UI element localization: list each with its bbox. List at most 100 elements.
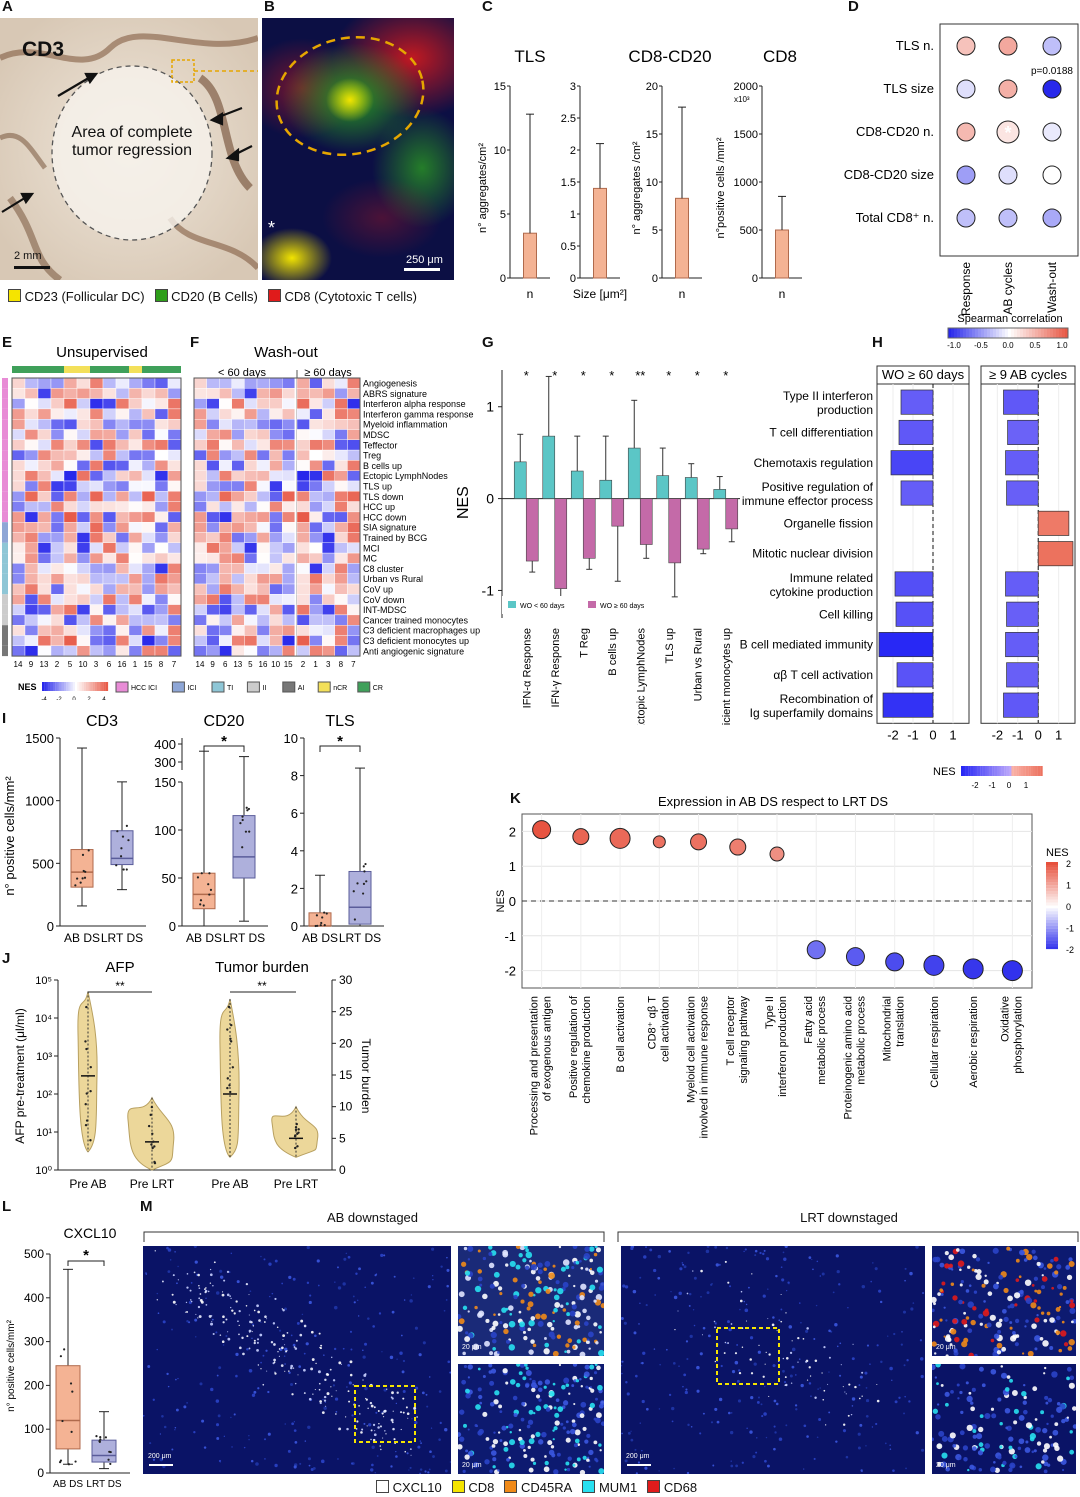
cell-dot [176,1282,178,1285]
cell-dot [940,1383,944,1387]
heatmap-cell [154,511,169,523]
cell-dot [686,1471,690,1474]
cell-dot [584,1246,590,1252]
heatmap-cell [63,429,78,441]
d-colorbar-cell [960,328,964,338]
cell-dot [689,1292,692,1296]
cell-dot [1034,1335,1041,1342]
cell-dot [595,1341,599,1345]
cell-dot [189,1299,192,1301]
heatmap-cell [282,521,296,533]
cell-dot [245,1304,248,1307]
cell-dot [161,1414,164,1418]
cell-dot [528,1409,534,1415]
j-tick-right-label: 5 [339,1131,346,1145]
heatmap-cell [282,491,296,502]
cell-dot [432,1278,434,1281]
cell-dot [528,1438,535,1445]
d-colorbar-cell [954,328,958,338]
cell-dot [552,1429,555,1432]
i-xlabel-2-0: AB DS [302,931,338,945]
ef-nes-gradient [81,682,84,691]
heatmap-cell [296,532,310,544]
cell-dot [814,1359,818,1362]
heatmap-cell [11,491,26,502]
l-point [99,1436,102,1439]
cell-dot [419,1468,423,1471]
heatmap-cell [37,480,52,492]
cell-dot [482,1411,488,1417]
c-tick-label: 2.5 [561,113,576,125]
heatmap-cell [218,439,232,451]
k-legend-gradient [1046,940,1058,944]
cell-dot [658,1470,660,1472]
cell-dot [571,1419,576,1423]
heatmap-cell [244,398,258,410]
cell-dot [553,1288,557,1292]
heatmap-cell [128,552,143,564]
heatmap-cell [128,625,143,636]
heatmap-cell [244,460,258,471]
h-legend-gradient [1037,766,1041,776]
cell-dot [143,1414,145,1417]
heatmap-cell [102,511,117,523]
cell-dot [533,1411,536,1415]
regression-label-line1: Area of complete [71,124,193,141]
cell-dot [1043,1469,1048,1474]
heatmap-cell [244,604,258,616]
heatmap-cell [193,594,207,605]
cell-dot [827,1383,829,1385]
cell-dot [773,1447,776,1451]
heatmap-cell [231,398,245,410]
heatmap-cell [167,408,182,420]
cell-dot [621,1364,623,1367]
cell-dot [686,1358,689,1361]
cell-dot [774,1431,777,1434]
cell-dot [583,1371,590,1378]
cell-dot [708,1334,711,1338]
heatmap-cell [37,625,52,636]
cell-dot [167,1248,172,1252]
d-dot-2-0 [956,122,976,142]
cell-dot [391,1397,394,1400]
ef-nes-gradient [97,682,100,691]
ef-nes-label: NES [18,682,37,692]
l-tick-label: 300 [24,1335,44,1349]
heatmap-cell [141,614,156,626]
d-colorbar-tick: -1.0 [947,341,961,350]
cell-dot [738,1371,742,1375]
cell-dot [633,1331,637,1335]
cell-dot [950,1282,955,1286]
cell-dot [497,1313,501,1316]
cell-dot [184,1311,186,1313]
heatmap-cell [167,418,182,430]
heatmap-cell [102,542,117,554]
cell-dot [845,1393,847,1395]
cell-dot [464,1270,471,1276]
cell-dot [562,1400,569,1406]
cell-dot [338,1361,342,1365]
cell-dot [331,1356,333,1359]
cell-dot [194,1318,198,1322]
cell-dot [537,1320,544,1327]
j-point [296,1145,299,1148]
heatmap-cell [322,511,336,523]
cell-dot [1051,1286,1055,1290]
cell-dot [945,1466,951,1472]
cell-dot [932,1325,936,1329]
cell-dot [580,1385,584,1388]
cell-dot [893,1332,896,1336]
cell-dot [152,1458,156,1461]
heatmap-cell [141,418,156,430]
cell-dot [857,1446,861,1450]
d-colorbar-cell [1059,328,1063,338]
cell-dot [325,1405,327,1407]
cell-dot [754,1249,758,1253]
heatmap-cell [218,645,232,657]
heatmap-cell [296,429,310,441]
cell-dot [973,1290,978,1294]
heatmap-cell [128,398,143,410]
heatmap-cell [193,388,207,399]
cell-dot [1017,1446,1022,1451]
c-ylabel-0: n° aggregates/cm² [477,143,489,233]
